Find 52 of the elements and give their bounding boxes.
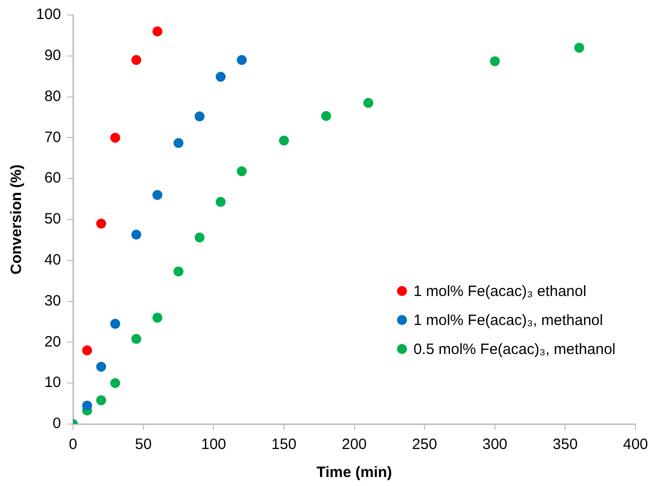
point <box>321 111 332 122</box>
point <box>96 362 106 372</box>
point <box>110 378 120 388</box>
point <box>216 72 226 82</box>
y-tick-label: 60 <box>44 170 62 187</box>
x-tick-label: 0 <box>68 436 78 454</box>
point <box>236 54 247 65</box>
x-tick-label: 400 <box>622 436 648 454</box>
x-tick-label: 350 <box>552 436 578 454</box>
x-axis-title: Time (min) <box>316 464 392 482</box>
x-tick-label: 50 <box>134 436 152 454</box>
point <box>173 266 184 276</box>
point <box>278 136 289 146</box>
legend-label: 1 mol% Fe(acac)₃, methanol <box>413 310 603 331</box>
y-tick-label: 80 <box>44 88 62 105</box>
point <box>131 54 142 65</box>
point <box>363 98 374 108</box>
x-tick-label: 300 <box>482 436 508 454</box>
x-tick-label: 200 <box>342 436 367 454</box>
point <box>173 138 184 148</box>
point <box>82 345 92 356</box>
point <box>216 196 226 207</box>
y-tick-label: 70 <box>44 128 62 146</box>
point <box>194 111 205 122</box>
y-tick-label: 90 <box>44 47 62 64</box>
point <box>110 132 120 143</box>
point <box>96 218 106 229</box>
y-tick-label: 0 <box>52 415 62 432</box>
y-tick-label: 20 <box>44 333 62 350</box>
point <box>152 312 162 323</box>
y-tick-label: 100 <box>36 6 62 24</box>
point <box>131 230 142 240</box>
point <box>194 232 205 242</box>
legend-label: 1 mol% Fe(acac)₃ ethanol <box>413 282 586 302</box>
point <box>131 334 142 344</box>
point <box>96 395 106 406</box>
x-tick-label: 150 <box>271 436 296 454</box>
y-tick-label: 40 <box>44 252 62 269</box>
y-tick-label: 30 <box>44 292 62 310</box>
point <box>236 166 247 176</box>
y-tick-label: 10 <box>44 374 62 392</box>
point <box>152 26 162 36</box>
legend-label: 0.5 mol% Fe(acac)₃, methanol <box>413 340 616 360</box>
y-axis-title: Conversion (%) <box>8 164 26 275</box>
point <box>110 318 120 329</box>
y-tick-label: 50 <box>44 210 62 228</box>
point <box>82 400 92 411</box>
x-tick-label: 250 <box>412 436 438 454</box>
point <box>574 42 584 53</box>
point <box>152 190 162 200</box>
x-tick-label: 100 <box>201 436 226 454</box>
point <box>490 56 500 66</box>
